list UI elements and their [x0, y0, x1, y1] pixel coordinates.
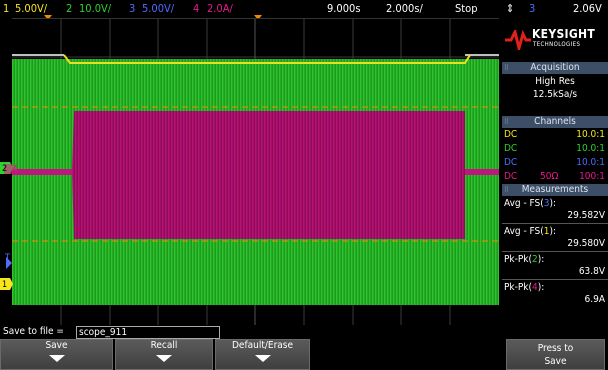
down-arrow-icon [156, 355, 172, 362]
ch4-trace [12, 111, 499, 239]
meas-1-label: Avg - FS( [504, 198, 544, 209]
down-arrow-icon [254, 355, 271, 362]
ch2-number[interactable]: 2 [66, 2, 73, 15]
keysight-logo: KEYSIGHT TECHNOLOGIES [502, 18, 608, 62]
ch3-scale[interactable]: 5.00V/ [142, 2, 175, 15]
press-to-label: Press to [537, 343, 574, 354]
ch1-probe: 10.0:1 [576, 129, 605, 140]
ch2-probe: 10.0:1 [576, 143, 605, 154]
default-erase-softkey-label: Default/Erase [231, 340, 294, 351]
ch3-probe: 10.0:1 [576, 157, 605, 168]
meas-4-close: ): [537, 282, 545, 293]
measurement-1: Avg - FS(3): 29.582V [502, 196, 608, 224]
meas-3-value: 63.8V [578, 266, 605, 277]
meas-3-close: ): [537, 254, 545, 265]
meas-1-value: 29.582V [567, 210, 605, 221]
logo-name: KEYSIGHT [532, 27, 596, 41]
ch4-number[interactable]: 4 [193, 2, 200, 15]
meas-4-label: Pk-Pk( [504, 282, 533, 293]
ch3-ground-marker [6, 257, 12, 269]
meas-1-channel: 3 [543, 198, 550, 209]
status-bar: 1 5.00V/ 2 10.0V/ 3 5.00V/ 4 2.0A/ 9.000… [0, 0, 608, 17]
save-softkey-label: Save [45, 340, 68, 351]
time-delay[interactable]: 9.000s [327, 2, 361, 15]
time-scale[interactable]: 2.000s/ [386, 2, 423, 15]
trigger-level[interactable]: 2.06V [573, 2, 602, 15]
press-to-save-softkey[interactable]: Press to Save [506, 339, 605, 370]
ch1-scale[interactable]: 5.00V/ [15, 2, 48, 15]
time-markers [44, 15, 262, 20]
ch2-coupling: DC [504, 143, 518, 154]
acquisition-info: High Res 12.5kSa/s [502, 74, 608, 116]
keysight-wave-icon [505, 30, 531, 50]
ch3-number[interactable]: 3 [129, 2, 136, 15]
trigger-edge-icon: ⇕ [506, 2, 515, 15]
measurements-header[interactable]: Measurements [502, 184, 608, 196]
recall-softkey-label: Recall [150, 340, 178, 351]
channel-row-4: DC 50Ω 100:1 [502, 170, 608, 184]
filename-field[interactable]: scope_911 [76, 326, 220, 339]
ch2-scale[interactable]: 10.0V/ [79, 2, 112, 15]
channels-header[interactable]: Channels [502, 116, 608, 128]
ch4-impedance: 50Ω [540, 171, 559, 182]
press-save-label: Save [544, 356, 567, 367]
meas-1-close: ): [549, 198, 557, 209]
ch4-coupling: DC [504, 171, 518, 182]
meas-2-value: 29.580V [567, 238, 605, 249]
ch1-coupling: DC [504, 129, 518, 140]
channel-row-1: DC 10.0:1 [502, 128, 608, 142]
default-erase-softkey[interactable]: Default/Erase [215, 339, 310, 370]
acquisition-header[interactable]: Acquisition [502, 62, 608, 74]
channel-row-2: DC 10.0:1 [502, 142, 608, 156]
ch4-scale[interactable]: 2.0A/ [207, 2, 233, 15]
meas-4-channel: 4 [532, 282, 538, 293]
ch4-marker-label: 4 [12, 164, 18, 175]
delay-marker [254, 15, 262, 20]
measurement-2: Avg - FS(1): 29.580V [502, 224, 608, 252]
ch2-marker-label: 2 [2, 164, 8, 174]
meas-2-label: Avg - FS( [504, 226, 544, 237]
down-arrow-icon [48, 355, 65, 362]
ch1-number[interactable]: 1 [3, 2, 10, 15]
ch1-marker-label: 1 [2, 280, 8, 290]
waveform-svg [12, 19, 499, 325]
trigger-level-marker: T [5, 253, 10, 263]
ch4-ground-marker [4, 164, 13, 174]
channel-markers [0, 162, 13, 290]
side-panel: KEYSIGHT TECHNOLOGIES Acquisition High R… [502, 18, 608, 324]
save-label: Save to file = [3, 326, 64, 337]
recall-softkey[interactable]: Recall [115, 339, 213, 370]
measurement-3: Pk-Pk(2): 63.8V [502, 252, 608, 280]
run-state: Stop [455, 2, 478, 15]
measurement-4: Pk-Pk(4): 6.9A [502, 280, 608, 307]
acq-rate: 12.5kSa/s [532, 89, 578, 100]
meas-4-value: 6.9A [584, 294, 605, 305]
ch3-coupling: DC [504, 157, 518, 168]
trigger-source[interactable]: 3 [529, 2, 536, 15]
meas-2-close: ): [549, 226, 557, 237]
acq-mode: High Res [535, 76, 575, 87]
logo-sub: TECHNOLOGIES [533, 41, 581, 48]
ch1-trace [63, 54, 471, 64]
meas-2-channel: 1 [543, 226, 550, 237]
ch1-ground-marker [0, 278, 13, 290]
waveform-display[interactable] [12, 18, 499, 325]
trigger-time-marker [44, 15, 52, 20]
ch4-probe: 100:1 [579, 171, 605, 182]
save-line: Save to file = scope_911 [0, 325, 500, 339]
channel-row-3: DC 10.0:1 [502, 156, 608, 170]
meas-3-label: Pk-Pk( [504, 254, 533, 265]
save-softkey[interactable]: Save [0, 339, 113, 370]
meas-3-channel: 2 [532, 254, 538, 265]
